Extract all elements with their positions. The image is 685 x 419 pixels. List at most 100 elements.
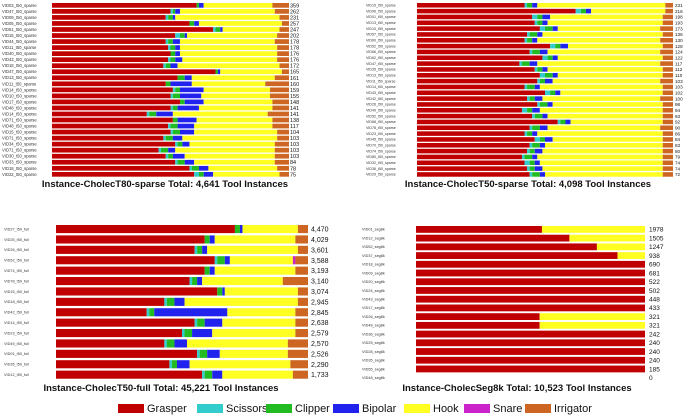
- bar-segment-hook: [207, 245, 298, 254]
- bar-row: VID12_seg8k 1505: [362, 234, 664, 242]
- bar-segment-hook: [214, 266, 296, 275]
- bar-segment-bipolar: [168, 147, 176, 153]
- bar-segment-bipolar: [224, 256, 230, 265]
- bar-segment-hook: [203, 99, 273, 105]
- bar-segment-grasper: [52, 75, 178, 81]
- bar-row: VID13_t50_sparse 193: [366, 20, 683, 25]
- bar-segment-hook: [194, 129, 278, 135]
- legend-item-bipolar: Bipolar: [333, 403, 397, 415]
- bar-segment-grasper: [417, 43, 551, 49]
- bar-row: VID36_seg8k 242: [362, 330, 660, 338]
- bar-segment-grasper: [417, 137, 535, 142]
- bar-segment-scissors: [170, 9, 173, 14]
- bar-segment-irrigator: [662, 131, 673, 136]
- bar-segment-clipper: [537, 20, 543, 26]
- row-label: VID01_t50_sparse: [366, 15, 396, 19]
- row-label: VID35_seg8k: [362, 359, 385, 363]
- bar-segment-bipolar: [537, 32, 543, 37]
- bar-segment-irrigator: [274, 153, 289, 159]
- panel-title: Instance-CholecT50-full Total: 45,221 To…: [43, 383, 278, 394]
- bar-segment-grasper: [416, 356, 645, 364]
- bar-segment-hook: [541, 226, 645, 233]
- bar-row: VID57_t50_sparse 136: [366, 32, 683, 37]
- bar-segment-hook: [177, 63, 280, 69]
- bar-segment-grasper: [52, 171, 195, 177]
- bar-segment-scissors: [197, 349, 200, 358]
- bar-segment-grasper: [56, 277, 190, 286]
- bar-row: VID78_t50_sparse 90: [366, 125, 681, 130]
- bar-segment-irrigator: [282, 277, 308, 286]
- bar-row: VID14_t50_sparse 159: [2, 87, 299, 94]
- bar-segment-irrigator: [277, 33, 289, 38]
- bar-row: VID14_t50_sparse 103: [366, 85, 683, 90]
- row-total-label: 78: [290, 166, 296, 172]
- bar-segment-clipper: [177, 141, 183, 147]
- bar-segment-grasper: [56, 339, 165, 348]
- row-total-label: 103: [675, 85, 683, 90]
- bar-segment-grasper: [417, 3, 525, 8]
- bar-segment-irrigator: [279, 63, 289, 69]
- bar-segment-grasper: [56, 256, 215, 265]
- row-total-label: 1505: [649, 235, 664, 242]
- row-label: VID11_t50_sparse: [2, 45, 37, 50]
- bar-row: VID33_t50_sparse 84: [2, 160, 296, 167]
- bar-segment-irrigator: [267, 111, 289, 117]
- bar-segment-clipper: [197, 318, 205, 327]
- row-label: VID35_t50_full: [4, 363, 29, 367]
- bar-segment-irrigator: [660, 96, 673, 101]
- bar-segment-clipper: [529, 160, 535, 166]
- legend-item-clipper: Clipper: [266, 403, 330, 415]
- bar-segment-bipolar: [175, 57, 183, 63]
- row-total-label: 84: [290, 160, 296, 166]
- bar-segment-hook: [227, 308, 296, 317]
- bar-segment-hook: [179, 51, 278, 56]
- bar-segment-bipolar: [532, 108, 540, 113]
- bar-segment-grasper: [417, 55, 543, 61]
- row-label: VID17_t50_sparse: [2, 99, 37, 104]
- bar-row: VID11_t50_sparse 103: [366, 79, 683, 84]
- legend-item-scissors: Scissors: [197, 403, 268, 415]
- bar-segment-grasper: [417, 20, 535, 26]
- bar-segment-irrigator: [279, 171, 289, 177]
- bar-segment-clipper: [172, 93, 180, 99]
- bar-segment-grasper: [56, 245, 195, 254]
- bar-segment-grasper: [52, 51, 171, 56]
- row-label: VID12_t50_full: [4, 373, 29, 377]
- bar-segment-bipolar: [198, 165, 209, 171]
- row-total-label: 92: [675, 120, 681, 125]
- bar-segment-clipper: [537, 14, 543, 20]
- bar-segment-scissors: [169, 360, 172, 369]
- bar-row: VID35_t50_full 2,290: [4, 360, 329, 369]
- row-total-label: 178: [290, 46, 299, 52]
- bar-segment-irrigator: [277, 57, 289, 63]
- bar-row: VID01_t50_full 2,526: [4, 349, 329, 358]
- row-label: VID15_t50_sparse: [366, 4, 396, 8]
- bar-segment-hook: [547, 125, 661, 131]
- bar-segment-grasper: [56, 225, 235, 234]
- bar-row: VID48_seg8k 321: [362, 321, 660, 330]
- bar-segment-irrigator: [662, 119, 673, 125]
- bar-segment-clipper: [529, 32, 538, 37]
- bar-segment-irrigator: [662, 90, 673, 96]
- row-label: VID43_seg8k: [362, 298, 385, 302]
- bar-row: VID70_t50_sparse 83: [366, 143, 681, 148]
- row-total-label: 433: [649, 305, 660, 312]
- bar-segment-hook: [545, 143, 663, 148]
- legend-swatch: [266, 404, 292, 413]
- bar-segment-hook: [557, 26, 661, 31]
- bar-segment-hook: [537, 3, 666, 8]
- bar-segment-grasper: [417, 166, 528, 171]
- row-total-label: 117: [675, 61, 683, 66]
- bar-segment-clipper: [171, 360, 177, 369]
- bar-segment-grasper: [417, 49, 530, 55]
- bar-segment-hook: [560, 90, 663, 96]
- bar-row: VID18_t50_full 2,945: [4, 297, 329, 306]
- bar-segment-grasper: [52, 129, 171, 135]
- bar-segment-bipolar: [192, 329, 213, 338]
- legend: Grasper Scissors Clipper Bipolar Hook Snare Ir…: [118, 403, 592, 415]
- bar-segment-hook: [196, 117, 273, 123]
- bar-segment-bipolar: [534, 166, 543, 171]
- bar-segment-bipolar: [202, 245, 208, 254]
- bar-segment-scissors: [534, 67, 538, 72]
- bar-segment-hook: [542, 96, 661, 101]
